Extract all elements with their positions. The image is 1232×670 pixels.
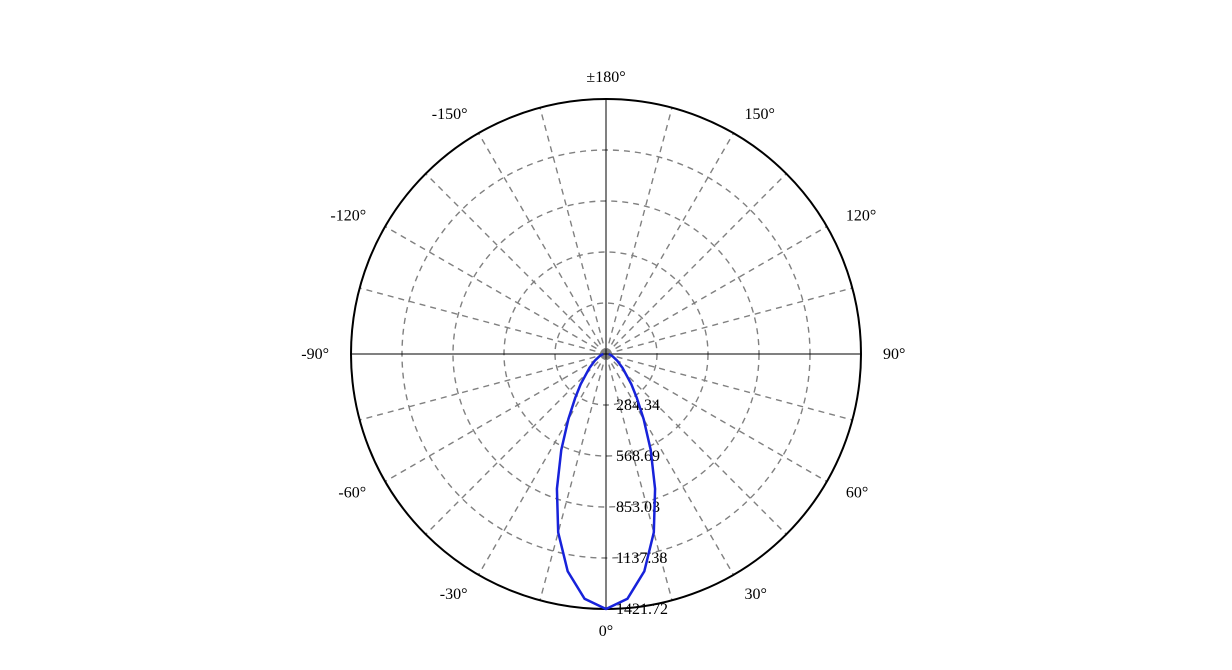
angle-label: 30° [745, 586, 767, 603]
radial-labels: 284.34568.69853.031137.381421.72 [616, 397, 668, 618]
grid-spoke [606, 288, 852, 354]
grid-spoke [540, 354, 606, 600]
angle-label: -90° [301, 346, 329, 363]
angle-label: 150° [745, 106, 775, 123]
angle-label: 120° [846, 208, 876, 225]
grid-spoke [385, 227, 606, 355]
axes [351, 99, 861, 609]
angle-label: -30° [440, 586, 468, 603]
angle-label: -150° [432, 106, 468, 123]
grid-spoke [360, 288, 606, 354]
angle-label: -60° [338, 485, 366, 502]
grid-spoke [385, 354, 606, 482]
radial-label: 568.69 [616, 448, 660, 465]
grid-spoke [426, 174, 606, 354]
grid-spoke [606, 174, 786, 354]
angle-label: 0° [599, 623, 613, 640]
angle-label: 60° [846, 485, 868, 502]
radial-label: 1137.38 [616, 550, 667, 567]
grid-spoke [606, 108, 672, 354]
grid-spoke [606, 133, 734, 354]
grid-spoke [479, 354, 607, 575]
grid-spoke [540, 108, 606, 354]
grid-spoke [479, 133, 607, 354]
polar-chart: 284.34568.69853.031137.381421.72 0°30°60… [0, 0, 1232, 670]
grid-spoke [360, 354, 606, 420]
radial-label: 1421.72 [616, 601, 668, 618]
angle-label: 90° [883, 346, 905, 363]
grid-spoke [426, 354, 606, 534]
grid-spoke [606, 227, 827, 355]
angle-label: -120° [330, 208, 366, 225]
angle-label: ±180° [586, 69, 625, 86]
